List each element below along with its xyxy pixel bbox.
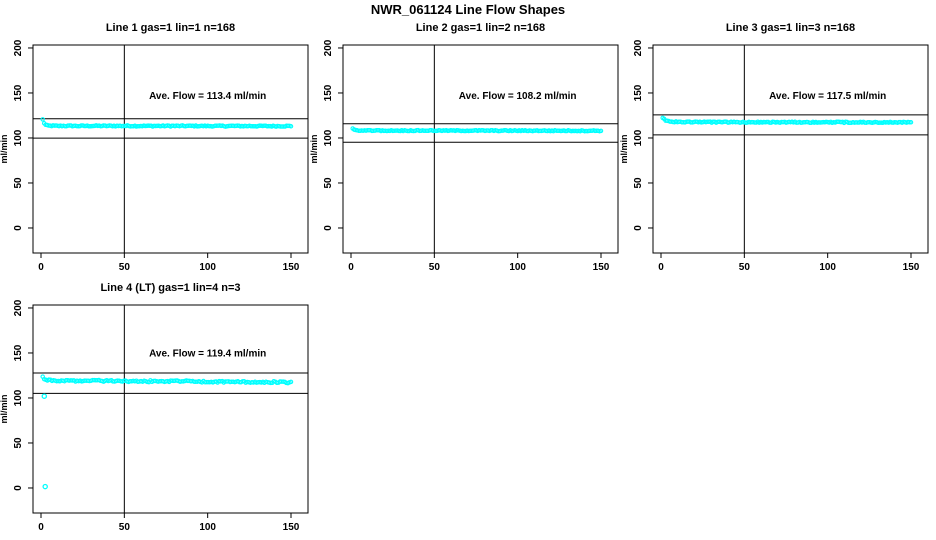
flow-outlier-point xyxy=(42,483,48,490)
flow-point xyxy=(288,379,294,385)
ave-flow-annotation: Ave. Flow = 113.4 ml/min xyxy=(149,91,266,102)
flow-point xyxy=(908,120,914,125)
x-tick-label: 150 xyxy=(283,262,300,273)
y-axis-label: ml/min xyxy=(0,394,9,423)
subplot-line-1-chart: Line 1 gas=1 lin=1 n=168 0 50 100 150 0 50 100 1… xyxy=(0,22,309,273)
y-tick-label: 200 xyxy=(323,39,334,56)
flow-trace-points xyxy=(350,126,604,134)
x-tick-label: 50 xyxy=(119,262,131,273)
flow-point xyxy=(40,117,45,122)
ave-flow-annotation: Ave. Flow = 108.2 ml/min xyxy=(459,91,577,102)
x-tick-label: 0 xyxy=(658,262,664,273)
x-tick-label: 0 xyxy=(38,522,44,533)
subplot-line-2-chart: Line 2 gas=1 lin=2 n=168 0 50 100 150 0 50 100 1… xyxy=(309,22,619,273)
flow-outlier-point xyxy=(41,393,48,399)
subplot-line-3: Line 3 gas=1 lin=3 n=168 0 50 100 150 0 50 100 1… xyxy=(619,18,932,285)
flow-trace-points xyxy=(40,374,294,490)
subplot-line-4-chart: Line 4 (LT) gas=1 lin=4 n=3 0 50 100 150 0 50 1… xyxy=(0,282,309,533)
flow-point xyxy=(907,120,912,125)
x-tick-label: 0 xyxy=(348,262,354,273)
y-tick-label: 50 xyxy=(633,177,644,189)
y-tick-label: 0 xyxy=(13,225,24,231)
y-tick-label: 150 xyxy=(13,344,24,361)
subplot-line-1: Line 1 gas=1 lin=1 n=168 0 50 100 150 0 50 100 1… xyxy=(0,18,312,285)
y-tick-label: 0 xyxy=(13,485,24,491)
flow-trace-points xyxy=(660,115,914,126)
ave-flow-annotation: Ave. Flow = 117.5 ml/min xyxy=(769,91,886,102)
y-tick-label: 200 xyxy=(13,39,24,56)
subplot-line-2: Line 2 gas=1 lin=2 n=168 0 50 100 150 0 50 100 1… xyxy=(309,18,622,285)
y-tick-label: 50 xyxy=(13,437,24,449)
plot-box xyxy=(342,44,619,254)
x-tick-label: 100 xyxy=(199,522,216,533)
plot-box xyxy=(652,44,929,254)
y-tick-label: 200 xyxy=(633,39,644,56)
flow-point xyxy=(288,124,294,129)
subplot-title: Line 1 gas=1 lin=1 n=168 xyxy=(106,22,235,34)
y-tick-label: 150 xyxy=(13,84,24,101)
x-tick-label: 100 xyxy=(819,262,836,273)
y-tick-label: 100 xyxy=(13,129,24,146)
y-axis-label: ml/min xyxy=(0,134,9,163)
y-axis-label: ml/min xyxy=(310,134,319,163)
subplot-line-3-chart: Line 3 gas=1 lin=3 n=168 0 50 100 150 0 50 100 1… xyxy=(619,22,929,273)
y-axis-label: ml/min xyxy=(620,134,629,163)
y-tick-label: 100 xyxy=(323,129,334,146)
x-tick-label: 100 xyxy=(199,262,216,273)
x-tick-label: 50 xyxy=(739,262,751,273)
y-tick-label: 100 xyxy=(13,389,24,406)
x-tick-label: 50 xyxy=(429,262,441,273)
y-tick-label: 50 xyxy=(13,177,24,189)
x-tick-label: 50 xyxy=(119,522,131,533)
y-tick-label: 50 xyxy=(323,177,334,189)
x-tick-label: 150 xyxy=(903,262,920,273)
x-tick-label: 150 xyxy=(593,262,610,273)
y-tick-label: 100 xyxy=(633,129,644,146)
subplot-title: Line 2 gas=1 lin=2 n=168 xyxy=(416,22,545,34)
plot-box xyxy=(32,44,309,254)
y-tick-label: 150 xyxy=(323,84,334,101)
subplot-line-4: Line 4 (LT) gas=1 lin=4 n=3 0 50 100 150 0 50 1… xyxy=(0,278,312,540)
y-tick-label: 0 xyxy=(633,225,644,231)
flow-point xyxy=(598,128,604,134)
y-tick-label: 150 xyxy=(633,84,644,101)
y-tick-label: 0 xyxy=(323,225,334,231)
ave-flow-annotation: Ave. Flow = 119.4 ml/min xyxy=(149,348,266,359)
plot-box xyxy=(32,304,309,514)
x-tick-label: 150 xyxy=(283,522,300,533)
x-tick-label: 100 xyxy=(509,262,526,273)
figure-title: NWR_061124 Line Flow Shapes xyxy=(370,2,566,17)
y-tick-label: 200 xyxy=(13,299,24,316)
x-tick-label: 0 xyxy=(38,262,44,273)
subplot-title: Line 3 gas=1 lin=3 n=168 xyxy=(726,22,855,34)
subplot-title: Line 4 (LT) gas=1 lin=4 n=3 xyxy=(100,282,240,294)
flow-trace-points xyxy=(40,117,294,129)
